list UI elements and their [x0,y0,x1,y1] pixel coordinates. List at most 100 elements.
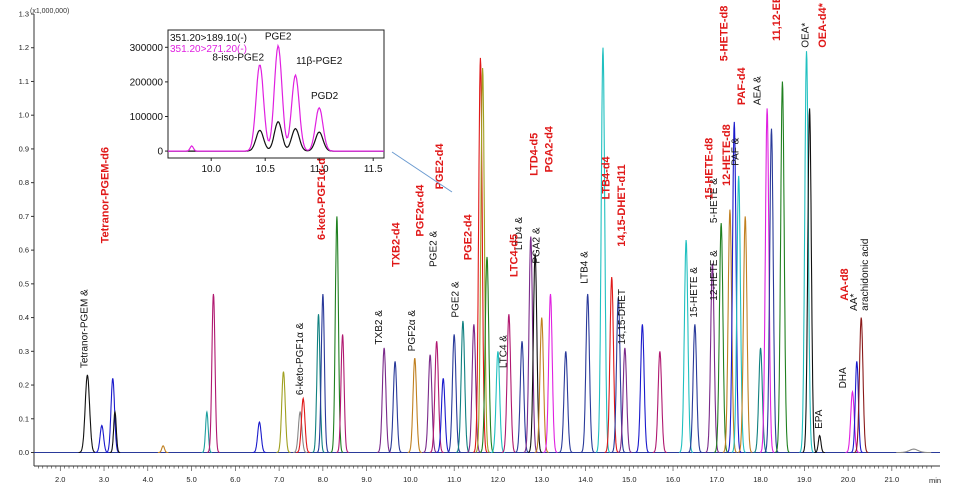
peak-label: PGF2α-d4 [415,184,427,237]
peak-label: LTB4-d4 [601,155,613,199]
inset-x-tick-label: 10.5 [255,164,275,175]
peak-label: DHA [838,367,849,388]
chromatogram-peak [775,81,790,453]
x-axis: 2.0 3.0 4.0 5.0 6.0 7.0 8.0 9.0 10.0 11.0 12.0 13.0… [38,466,932,484]
inset-legend-entry: 351.20>189.10(-) [170,33,247,44]
peak-label: PGA2-d4 [544,125,556,172]
peak-label: PGE2-d4 [463,214,475,261]
chromatogram-peak [764,128,779,453]
inset-zoom-chart: 0 100000 200000 300000 10.0 10.5 11.0 11.5 351.2… [130,29,385,175]
x-tick-label: 18.0 [753,475,768,484]
peak-label: OEA-d4* [817,2,829,47]
chromatogram-peak [422,354,438,454]
peak-label: AA-d8 [839,268,851,300]
inset-x-tick-label: 11.0 [310,164,329,175]
x-tick-label: 6.0 [230,475,240,484]
inset-peak-label: PGE2 [265,32,292,43]
chromatogram-peak [514,341,530,454]
peak-label: PAF-d4 [736,67,748,106]
chromatogram-peak [528,253,543,453]
chromatogram-peak [652,351,668,454]
x-tick-label: 8.0 [318,475,328,484]
chromatogram-peak [447,334,462,454]
y-tick-label: 1.1 [19,77,29,86]
y-tick-label: 0.5 [19,279,29,288]
chromatogram-peak [407,357,422,454]
chromatogram-peak [523,236,538,453]
chromatogram-peak [429,341,444,454]
peak-label: OEA* [801,23,812,48]
inset-legend-entry: 351.20>271.20(-) [170,44,247,55]
peak-label: LTC4 & [499,335,510,368]
chromatogram-peak [534,317,549,454]
chromatogram-peak [316,293,330,454]
chromatogram-peak [201,410,213,454]
x-tick-label: 21.0 [885,475,900,484]
peak-label: 5-HETE-d8 [719,6,731,62]
x-tick-label: 20.0 [841,475,856,484]
y-tick-label: 0.1 [19,414,29,423]
chromatogram-peak [157,445,169,454]
chromatogram-peak [387,361,403,454]
inset-peak-label: PGD2 [311,91,339,102]
peak-label: TXB2-d4 [390,221,402,267]
chromatogram-peak [580,293,595,454]
plot-frame [33,14,940,467]
peak-label: 15-HETE-d8 [703,138,715,200]
inset-y-tick-label: 200000 [130,77,164,88]
chromatogram-peak [814,434,825,454]
chromatogram-peak [759,108,775,453]
y-tick-label: 0.9 [19,144,29,153]
inset-frame [167,29,385,159]
peak-label: 11,12-EET-d11 [771,0,783,41]
peak-label: 12-HETE-d8 [721,124,733,186]
y-tick-label: 1.3 [19,10,29,19]
x-tick-label: 10.0 [403,475,418,484]
chromatogram-traces [34,47,940,454]
inset-y-tick-label: 100000 [130,112,164,123]
y-axis: 0.0 0.1 0.2 0.3 0.4 0.5 0.6 0.7 0.8 0.9 1.0 1.1 1.2 1… [19,10,34,457]
chromatogram-peak [94,424,109,454]
chromatogram-peak [252,420,267,454]
chromatogram-peak [105,378,120,454]
peak-label: LTD4 & [514,217,525,250]
x-tick-label: 7.0 [274,475,284,484]
peak-annotations: Tetranor-PGEM & 6-keto-PGF1α & TXB2 & PGF2α… [79,0,870,429]
chromatogram-peak [293,410,308,454]
peak-label: AEA & [753,76,764,105]
peak-label: PGA2 & [532,227,543,263]
y-tick-label: 0.4 [19,313,29,322]
x-tick-label: 9.0 [361,475,371,484]
chromatogram-peak [543,293,558,454]
peak-label: PAF & [731,137,742,165]
chromatogram-peak [738,216,753,453]
y-tick-label: 0.6 [19,246,29,255]
chromatogram-peak [330,216,344,453]
inset-y-tick-label: 300000 [130,43,164,54]
chromatogram-peak [558,351,573,454]
chromatogram-peak [687,324,703,454]
y-tick-label: 0.3 [19,347,29,356]
peak-label: 6-keto-PGF1α-d4 [316,151,328,240]
chromatogram-peak [595,47,611,453]
x-tick-label: 13.0 [534,475,549,484]
chromatogram-peak [466,324,482,454]
chromatogram-peak [611,297,626,454]
chromatogram-peak [850,361,864,454]
x-tick-label: 15.0 [622,475,637,484]
inset-y-tick-label: 0 [157,147,163,158]
chromatogram-peak [714,223,729,453]
chromatogram-peak [845,389,860,454]
peak-label: PGF2α & [407,310,418,352]
x-unit-label: min [929,476,941,485]
chromatogram-peak [78,374,97,454]
chromatogram-peak [336,334,349,454]
x-tick-label: 4.0 [143,475,153,484]
y-tick-label: 1.0 [19,111,29,120]
chromatogram-peak [501,314,517,454]
x-tick-label: 19.0 [797,475,812,484]
peak-label: arachidonic acid [860,239,871,311]
peak-label: PGE2-d4 [434,143,446,190]
x-tick-label: 11.0 [447,475,461,484]
